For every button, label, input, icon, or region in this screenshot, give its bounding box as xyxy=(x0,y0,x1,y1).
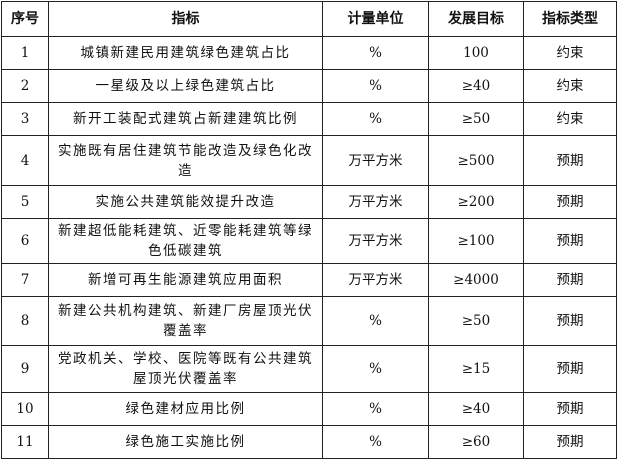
indicator-cell: 新建超低能耗建筑、近零能耗建筑等绿色低碳建筑 xyxy=(48,218,323,264)
row-number: 6 xyxy=(1,218,49,264)
header-target: 发展目标 xyxy=(428,1,524,37)
unit-cell: % xyxy=(322,296,429,346)
row-number: 10 xyxy=(1,392,49,426)
row-number: 3 xyxy=(1,102,49,136)
type-cell: 预期 xyxy=(523,185,617,219)
target-cell: ≥40 xyxy=(428,392,524,426)
row-number: 2 xyxy=(1,69,49,103)
table-row: 1 城镇新建民用建筑绿色建筑占比% 100 约束 xyxy=(1,36,617,70)
header-no: 序号 xyxy=(1,1,49,37)
type-cell: 预期 xyxy=(523,392,617,426)
table-row: 4 实施既有居住建筑节能改造及绿色化改造 万平方米 ≥500 预期 xyxy=(1,135,617,186)
target-cell: ≥40 xyxy=(428,69,524,103)
type-cell: 约束 xyxy=(523,102,617,136)
table-row: 3 新开工装配式建筑占新建建筑比例% ≥50 约束 xyxy=(1,102,617,136)
unit-cell: % xyxy=(322,36,429,70)
table-row: 9 党政机关、学校、医院等既有公共建筑屋顶光伏覆盖率% ≥15 预期 xyxy=(1,345,617,393)
target-cell: ≥50 xyxy=(428,102,524,136)
target-cell: ≥100 xyxy=(428,218,524,264)
target-cell: ≥500 xyxy=(428,135,524,186)
target-cell: ≥50 xyxy=(428,296,524,346)
header-row: 序号 指标 计量单位 发展目标 指标类型 xyxy=(1,1,617,37)
type-cell: 预期 xyxy=(523,296,617,346)
indicator-cell: 城镇新建民用建筑绿色建筑占比 xyxy=(48,36,323,70)
unit-cell: % xyxy=(322,345,429,393)
unit-cell: % xyxy=(322,69,429,103)
table-row: 11 绿色施工实施比例% ≥60 预期 xyxy=(1,425,617,459)
row-number: 5 xyxy=(1,185,49,219)
table-row: 10 绿色建材应用比例% ≥40 预期 xyxy=(1,392,617,426)
table-row: 7 新增可再生能源建筑应用面积 万平方米 ≥4000 预期 xyxy=(1,263,617,297)
table-row: 5 实施公共建筑能效提升改造 万平方米 ≥200 预期 xyxy=(1,185,617,219)
header-indicator: 指标 xyxy=(48,1,323,37)
indicator-cell: 新开工装配式建筑占新建建筑比例 xyxy=(48,102,323,136)
type-cell: 预期 xyxy=(523,345,617,393)
indicator-cell: 新建公共机构建筑、新建厂房屋顶光伏覆盖率 xyxy=(48,296,323,346)
unit-cell: 万平方米 xyxy=(322,263,429,297)
indicator-cell: 实施既有居住建筑节能改造及绿色化改造 xyxy=(48,135,323,186)
row-number: 9 xyxy=(1,345,49,393)
row-number: 11 xyxy=(1,425,49,459)
row-number: 7 xyxy=(1,263,49,297)
unit-cell: 万平方米 xyxy=(322,135,429,186)
header-type: 指标类型 xyxy=(523,1,617,37)
unit-cell: % xyxy=(322,392,429,426)
type-cell: 约束 xyxy=(523,36,617,70)
target-cell: ≥60 xyxy=(428,425,524,459)
unit-cell: % xyxy=(322,425,429,459)
unit-cell: 万平方米 xyxy=(322,185,429,219)
header-unit: 计量单位 xyxy=(322,1,429,37)
table-row: 8 新建公共机构建筑、新建厂房屋顶光伏覆盖率% ≥50 预期 xyxy=(1,296,617,346)
table-row: 2 一星级及以上绿色建筑占比% ≥40 约束 xyxy=(1,69,617,103)
target-cell: ≥200 xyxy=(428,185,524,219)
row-number: 8 xyxy=(1,296,49,346)
indicator-cell: 党政机关、学校、医院等既有公共建筑屋顶光伏覆盖率 xyxy=(48,345,323,393)
indicator-cell: 绿色建材应用比例 xyxy=(48,392,323,426)
table-row: 6 新建超低能耗建筑、近零能耗建筑等绿色低碳建筑 万平方米 ≥100 预期 xyxy=(1,218,617,264)
target-cell: ≥4000 xyxy=(428,263,524,297)
type-cell: 预期 xyxy=(523,135,617,186)
indicator-cell: 绿色施工实施比例 xyxy=(48,425,323,459)
type-cell: 预期 xyxy=(523,218,617,264)
unit-cell: 万平方米 xyxy=(322,218,429,264)
indicator-cell: 实施公共建筑能效提升改造 xyxy=(48,185,323,219)
row-number: 1 xyxy=(1,36,49,70)
type-cell: 约束 xyxy=(523,69,617,103)
indicator-cell: 新增可再生能源建筑应用面积 xyxy=(48,263,323,297)
row-number: 4 xyxy=(1,135,49,186)
target-cell: ≥15 xyxy=(428,345,524,393)
type-cell: 预期 xyxy=(523,425,617,459)
target-cell: 100 xyxy=(428,36,524,70)
indicator-cell: 一星级及以上绿色建筑占比 xyxy=(48,69,323,103)
type-cell: 预期 xyxy=(523,263,617,297)
unit-cell: % xyxy=(322,102,429,136)
